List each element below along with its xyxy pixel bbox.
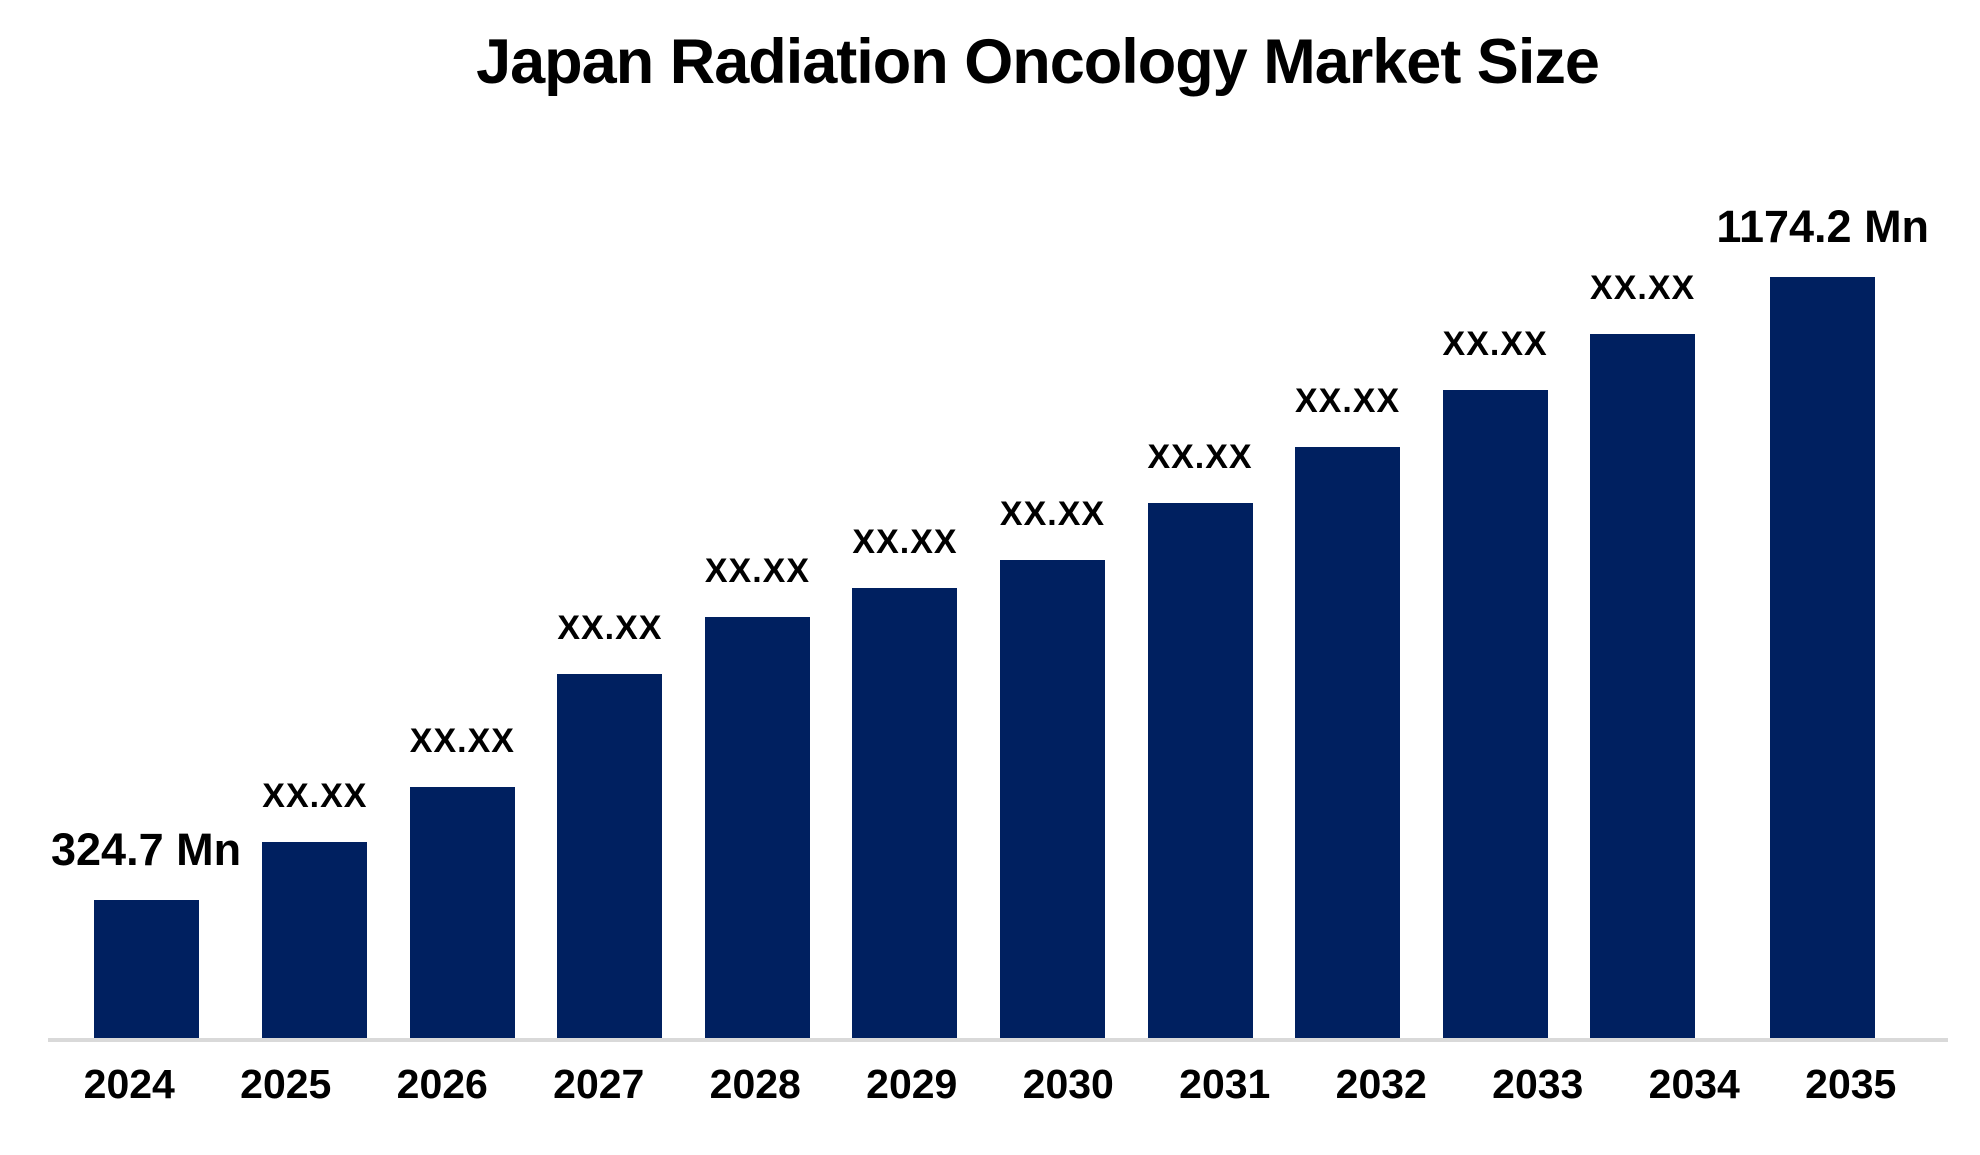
bar-value-label-2030: XX.XX bbox=[999, 495, 1106, 534]
bar-value-label-2032: XX.XX bbox=[1294, 382, 1401, 421]
bar-value-label-2031: XX.XX bbox=[1147, 438, 1253, 477]
x-axis-label-2029: 2029 bbox=[866, 1061, 958, 1107]
bar-slot-2034: XX.XX bbox=[1569, 0, 1717, 1040]
bar-value-label-2028: XX.XX bbox=[704, 552, 811, 591]
x-axis-line bbox=[48, 1038, 1948, 1042]
bar-value-label-2026: XX.XX bbox=[409, 722, 515, 761]
bar-slot-2032: XX.XX bbox=[1274, 0, 1422, 1040]
bar-slot-2033: XX.XX bbox=[1421, 0, 1569, 1040]
x-axis-label-2028: 2028 bbox=[709, 1061, 801, 1107]
x-axis-label-2025: 2025 bbox=[240, 1061, 332, 1107]
bar-value-label-2025: XX.XX bbox=[262, 777, 368, 816]
bar-2033 bbox=[1442, 390, 1548, 1040]
x-axis-labels: 2024 2025 2026 2027 2028 2029 2030 2031 2032 2033… bbox=[51, 1061, 1929, 1107]
bar-2027 bbox=[557, 674, 663, 1040]
bar-2029 bbox=[852, 588, 958, 1040]
bar-value-label-2035: 1174.2 Mn bbox=[1716, 200, 1930, 252]
bars-row: 324.7 Mn XX.XX XX.XX XX.XX XX.XX XX.XX XX.XX XX… bbox=[51, 0, 1929, 1040]
bar-2030 bbox=[1000, 560, 1106, 1040]
bar-slot-2024: 324.7 Mn bbox=[51, 0, 241, 1040]
bar-value-label-2029: XX.XX bbox=[852, 523, 958, 562]
bar-2034 bbox=[1590, 334, 1696, 1040]
bar-slot-2026: XX.XX bbox=[389, 0, 537, 1040]
bar-value-label-2033: XX.XX bbox=[1442, 325, 1548, 364]
bar-2032 bbox=[1295, 447, 1401, 1040]
chart-title: Japan Radiation Oncology Market Size bbox=[476, 27, 1600, 97]
bar-2028 bbox=[704, 617, 810, 1040]
x-axis-label-2026: 2026 bbox=[396, 1061, 488, 1107]
bar-2024 bbox=[93, 900, 199, 1040]
x-axis-label-2024: 2024 bbox=[83, 1061, 175, 1107]
x-axis-label-2035: 2035 bbox=[1805, 1061, 1897, 1107]
x-axis-label-2032: 2032 bbox=[1335, 1061, 1427, 1107]
x-axis-label-2034: 2034 bbox=[1648, 1061, 1740, 1107]
bar-2035 bbox=[1770, 277, 1876, 1040]
bar-2031 bbox=[1147, 503, 1253, 1040]
bar-slot-2027: XX.XX bbox=[536, 0, 684, 1040]
bar-value-label-2034: XX.XX bbox=[1590, 269, 1696, 308]
bar-2026 bbox=[409, 787, 515, 1040]
bar-slot-2028: XX.XX bbox=[684, 0, 832, 1040]
bar-slot-2025: XX.XX bbox=[241, 0, 389, 1040]
bar-slot-2029: XX.XX bbox=[831, 0, 979, 1040]
x-axis-label-2030: 2030 bbox=[1022, 1061, 1114, 1107]
bar-slot-2031: XX.XX bbox=[1126, 0, 1274, 1040]
bar-slot-2030: XX.XX bbox=[979, 0, 1127, 1040]
x-axis-label-2033: 2033 bbox=[1492, 1061, 1584, 1107]
bar-slot-2035: 1174.2 Mn bbox=[1716, 0, 1929, 1040]
bar-2025 bbox=[262, 842, 368, 1040]
x-axis-label-2027: 2027 bbox=[553, 1061, 645, 1107]
bar-value-label-2024: 324.7 Mn bbox=[51, 823, 242, 875]
bar-value-label-2027: XX.XX bbox=[557, 609, 663, 648]
x-axis-label-2031: 2031 bbox=[1179, 1061, 1271, 1107]
